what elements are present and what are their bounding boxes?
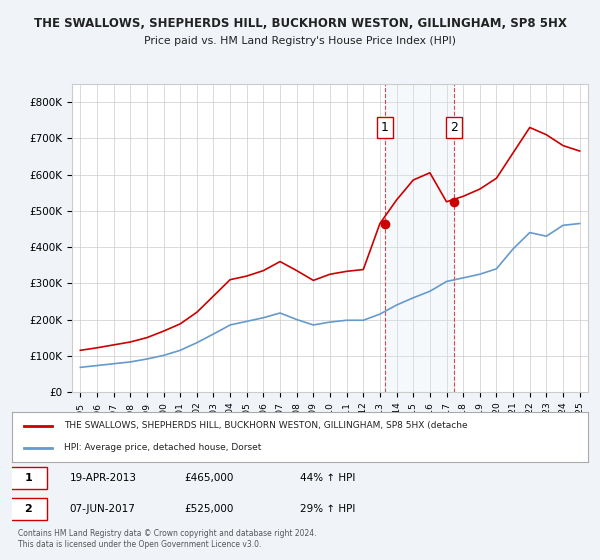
Text: 1: 1 <box>24 473 32 483</box>
FancyBboxPatch shape <box>9 466 47 489</box>
Text: 44% ↑ HPI: 44% ↑ HPI <box>300 473 355 483</box>
Text: THE SWALLOWS, SHEPHERDS HILL, BUCKHORN WESTON, GILLINGHAM, SP8 5HX (detache: THE SWALLOWS, SHEPHERDS HILL, BUCKHORN W… <box>64 421 467 430</box>
Text: THE SWALLOWS, SHEPHERDS HILL, BUCKHORN WESTON, GILLINGHAM, SP8 5HX: THE SWALLOWS, SHEPHERDS HILL, BUCKHORN W… <box>34 17 566 30</box>
Text: Price paid vs. HM Land Registry's House Price Index (HPI): Price paid vs. HM Land Registry's House … <box>144 36 456 46</box>
Text: 2: 2 <box>450 121 458 134</box>
Text: £465,000: £465,000 <box>185 473 234 483</box>
Text: 29% ↑ HPI: 29% ↑ HPI <box>300 504 355 514</box>
Text: Contains HM Land Registry data © Crown copyright and database right 2024.
This d: Contains HM Land Registry data © Crown c… <box>18 529 317 549</box>
FancyBboxPatch shape <box>9 498 47 520</box>
Text: 07-JUN-2017: 07-JUN-2017 <box>70 504 136 514</box>
Bar <box>385 84 454 392</box>
Text: 1: 1 <box>381 121 389 134</box>
Text: HPI: Average price, detached house, Dorset: HPI: Average price, detached house, Dors… <box>64 444 261 452</box>
Text: £525,000: £525,000 <box>185 504 234 514</box>
Text: 19-APR-2013: 19-APR-2013 <box>70 473 137 483</box>
Text: 2: 2 <box>24 504 32 514</box>
